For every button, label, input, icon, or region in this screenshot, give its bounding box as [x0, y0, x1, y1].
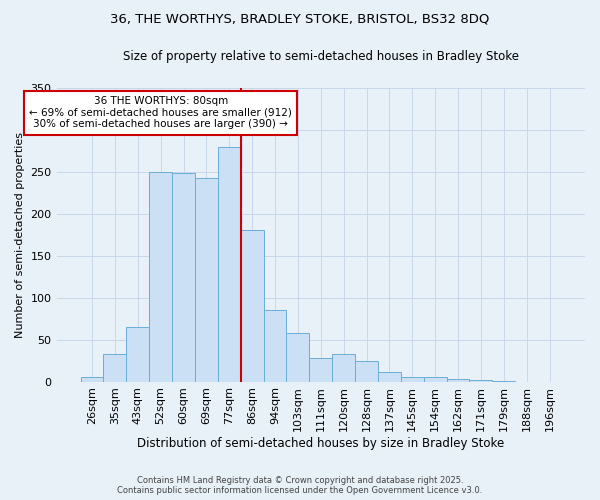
Bar: [149, 172, 172, 382]
Bar: [469, 380, 493, 382]
Text: 36 THE WORTHYS: 80sqm
← 69% of semi-detached houses are smaller (912)
30% of sem: 36 THE WORTHYS: 80sqm ← 69% of semi-deta…: [29, 96, 292, 130]
Title: Size of property relative to semi-detached houses in Bradley Stoke: Size of property relative to semi-detach…: [123, 50, 519, 63]
Bar: [446, 379, 469, 382]
Bar: [286, 333, 310, 382]
Bar: [424, 378, 446, 382]
Bar: [355, 360, 378, 382]
Bar: [127, 327, 149, 382]
Bar: [378, 372, 401, 382]
Bar: [401, 376, 424, 382]
Bar: [332, 354, 355, 382]
Text: 36, THE WORTHYS, BRADLEY STOKE, BRISTOL, BS32 8DQ: 36, THE WORTHYS, BRADLEY STOKE, BRISTOL,…: [110, 12, 490, 26]
Bar: [172, 174, 195, 382]
X-axis label: Distribution of semi-detached houses by size in Bradley Stoke: Distribution of semi-detached houses by …: [137, 437, 505, 450]
Bar: [103, 354, 127, 382]
Bar: [263, 310, 286, 382]
Bar: [80, 378, 103, 382]
Bar: [195, 178, 218, 382]
Bar: [241, 230, 263, 382]
Bar: [493, 380, 515, 382]
Y-axis label: Number of semi-detached properties: Number of semi-detached properties: [15, 132, 25, 338]
Text: Contains HM Land Registry data © Crown copyright and database right 2025.
Contai: Contains HM Land Registry data © Crown c…: [118, 476, 482, 495]
Bar: [310, 358, 332, 382]
Bar: [218, 146, 241, 382]
